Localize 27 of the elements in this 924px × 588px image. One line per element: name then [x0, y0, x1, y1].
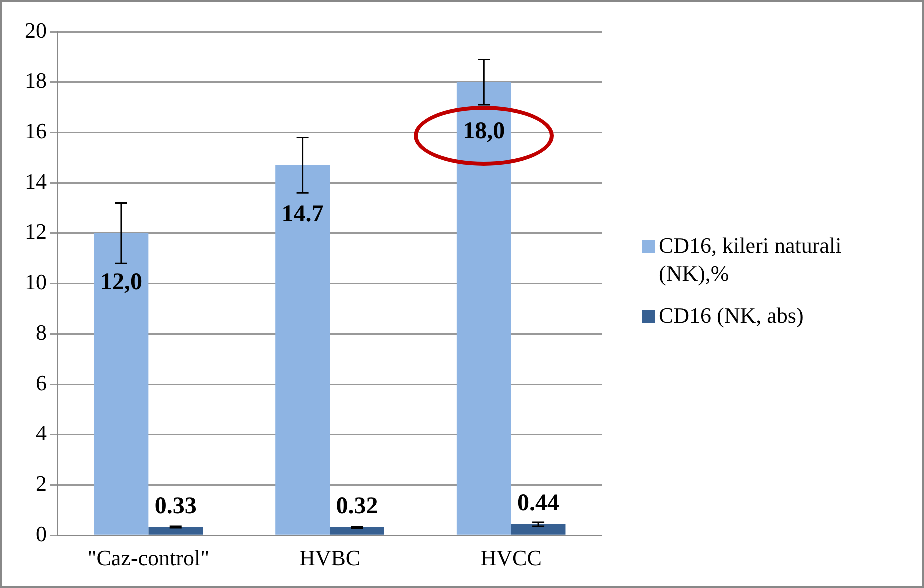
y-tick-label: 8	[36, 320, 47, 345]
y-tick-label: 6	[36, 370, 47, 396]
x-tick-label: "Caz-control"	[88, 546, 210, 571]
data-label: 12,0	[100, 270, 142, 296]
bar	[148, 527, 204, 535]
data-label: 0.33	[154, 493, 197, 520]
y-tick-label: 18	[25, 68, 47, 94]
y-tick-label: 0	[36, 521, 47, 546]
data-label: 14.7	[282, 202, 324, 228]
legend-label: CD16, kileri naturali (NK),%	[659, 232, 843, 288]
y-tick-label: 10	[25, 270, 47, 295]
data-label: 0.32	[336, 494, 378, 520]
bar	[511, 524, 566, 535]
y-tick-label: 4	[36, 420, 47, 446]
x-tick-label: HVCC	[480, 546, 542, 571]
y-tick-label: 16	[25, 118, 47, 144]
y-tick-label: 20	[25, 18, 47, 43]
bar	[330, 528, 384, 535]
data-label: 18,0	[463, 118, 506, 145]
y-tick-label: 12	[25, 219, 47, 244]
y-tick-label: 2	[36, 471, 47, 496]
bar	[276, 165, 330, 535]
bar	[94, 233, 149, 535]
x-tick-label: HVBC	[299, 546, 361, 571]
y-tick-label: 14	[25, 168, 47, 194]
data-label: 0.44	[518, 490, 560, 517]
legend-label: CD16 (NK, abs)	[659, 302, 804, 330]
